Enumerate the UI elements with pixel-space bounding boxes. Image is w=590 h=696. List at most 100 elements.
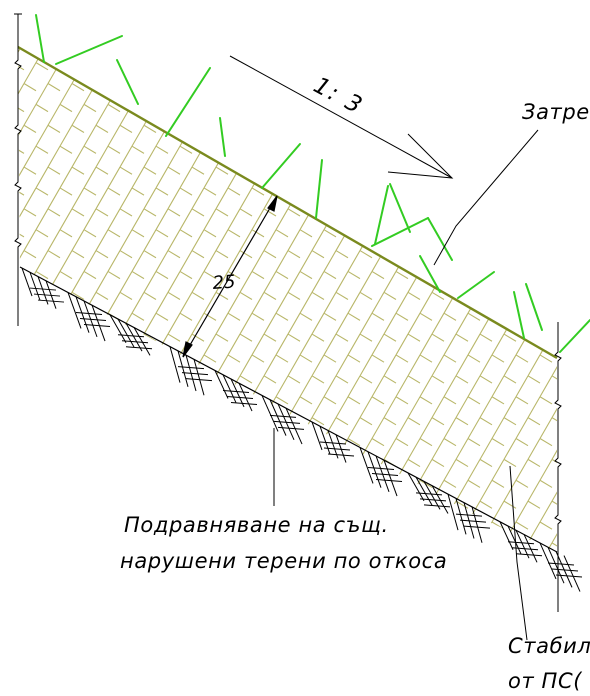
- earth-hatch-stroke: [375, 478, 403, 482]
- hatch-stroke: [155, 375, 169, 405]
- hatch-stroke: [539, 375, 553, 405]
- hatch-stroke: [0, 104, 12, 132]
- grass-blade: [315, 159, 323, 219]
- hatch-stroke: [383, 104, 397, 133]
- hatch-stroke: [564, 0, 576, 28]
- hatch-stroke: [359, 62, 373, 92]
- hatch-stroke: [119, 145, 133, 175]
- hatch-stroke: [0, 355, 12, 383]
- hatch-stroke: [0, 188, 12, 216]
- hatch-stroke: [155, 166, 169, 196]
- hatch-stroke: [167, 47, 181, 50]
- hatch-stroke: [515, 47, 529, 71]
- hatch-stroke: [515, 375, 529, 405]
- hatch-stroke: [503, 47, 517, 50]
- earth-hatch-stroke: [21, 267, 33, 297]
- hatch-stroke: [23, 145, 37, 175]
- earth-hatch-stroke: [214, 370, 229, 399]
- hatch-stroke: [503, 229, 517, 259]
- leveling-note-line1: Подравняване на същ.: [124, 513, 389, 537]
- hatch-stroke: [59, 500, 73, 530]
- hatch-stroke: [515, 208, 529, 238]
- hatch-stroke: [479, 229, 493, 259]
- existing-terrain-line: [19, 266, 558, 553]
- hatch-stroke: [83, 47, 97, 71]
- thickness-dimension-label: 25: [212, 271, 236, 294]
- hatch-stroke: [143, 47, 157, 50]
- hatch-stroke: [83, 459, 97, 488]
- hatch-stroke: [576, 480, 588, 508]
- hatch-stroke: [467, 125, 481, 154]
- hatch-stroke: [131, 417, 145, 447]
- hatch-stroke: [323, 292, 337, 321]
- hatch-stroke: [395, 417, 409, 447]
- earth-hatch-stroke: [29, 272, 41, 301]
- grass-blade: [525, 283, 543, 331]
- hatch-stroke: [143, 145, 157, 175]
- earth-hatch-stroke: [407, 472, 425, 502]
- earth-hatch-stroke: [177, 350, 189, 387]
- hatch-stroke: [479, 479, 493, 509]
- hatch-stroke: [564, 543, 576, 571]
- hatch-stroke: [431, 187, 445, 217]
- hatch-stroke: [491, 542, 505, 552]
- hatch-stroke: [551, 479, 557, 509]
- hatch-stroke: [491, 83, 505, 113]
- hatch-stroke: [564, 251, 576, 279]
- hatch-stroke: [491, 459, 505, 488]
- hatch-stroke: [83, 333, 97, 363]
- hatch-stroke: [47, 438, 61, 468]
- hatch-stroke: [467, 208, 481, 238]
- hatch-stroke: [503, 187, 517, 217]
- hatch-stroke: [215, 62, 229, 92]
- grass-blade: [457, 271, 495, 299]
- ground-surface-line: [17, 45, 558, 360]
- hatch-stroke: [527, 479, 541, 509]
- hatch-stroke: [444, 0, 456, 28]
- hatch-stroke: [132, 0, 144, 28]
- hatch-stroke: [467, 375, 481, 405]
- hatch-stroke: [335, 145, 349, 175]
- hatch-stroke: [396, 0, 408, 28]
- hatch-stroke: [324, 0, 336, 28]
- earth-hatch-stroke: [285, 407, 303, 445]
- hatch-stroke: [191, 104, 205, 133]
- hatch-stroke: [0, 480, 12, 508]
- hatch-stroke: [59, 250, 73, 280]
- hatch-stroke: [155, 208, 169, 238]
- earth-hatch-stroke: [547, 546, 565, 584]
- hatch-stroke: [35, 417, 49, 447]
- earth-hatch-stroke: [367, 451, 382, 488]
- hatch-stroke: [467, 333, 481, 363]
- hatch-stroke: [323, 125, 337, 154]
- hatch-stroke: [35, 292, 49, 321]
- hatch-stroke: [491, 375, 505, 405]
- hatch-stroke: [420, 0, 432, 28]
- hatch-stroke: [23, 396, 37, 426]
- hatch-stroke: [323, 166, 337, 196]
- hatch-stroke: [0, 230, 12, 258]
- hatch-stroke: [59, 47, 73, 71]
- hatch-stroke: [335, 271, 349, 300]
- earth-hatch-stroke: [547, 562, 575, 566]
- earth-hatch-stroke: [563, 555, 581, 592]
- hatch-stroke: [191, 271, 205, 300]
- hatch-stroke: [431, 62, 445, 92]
- hatch-stroke: [18, 417, 25, 447]
- hatch-stroke: [191, 396, 205, 426]
- hatch-stroke: [83, 417, 97, 447]
- hatch-stroke: [35, 542, 49, 552]
- hatch-stroke: [167, 62, 181, 92]
- hatch-stroke: [108, 0, 120, 28]
- hatch-stroke: [18, 542, 25, 552]
- hatch-stroke: [251, 292, 265, 321]
- earth-hatch-stroke: [383, 459, 398, 497]
- hatch-stroke: [383, 396, 397, 426]
- hatch-stroke: [419, 292, 433, 321]
- hatch-stroke: [119, 396, 133, 426]
- hatch-stroke: [107, 166, 121, 196]
- hatch-stroke: [419, 417, 433, 447]
- hatch-stroke: [359, 396, 373, 426]
- hatch-stroke: [227, 250, 241, 280]
- hatch-stroke: [383, 47, 397, 50]
